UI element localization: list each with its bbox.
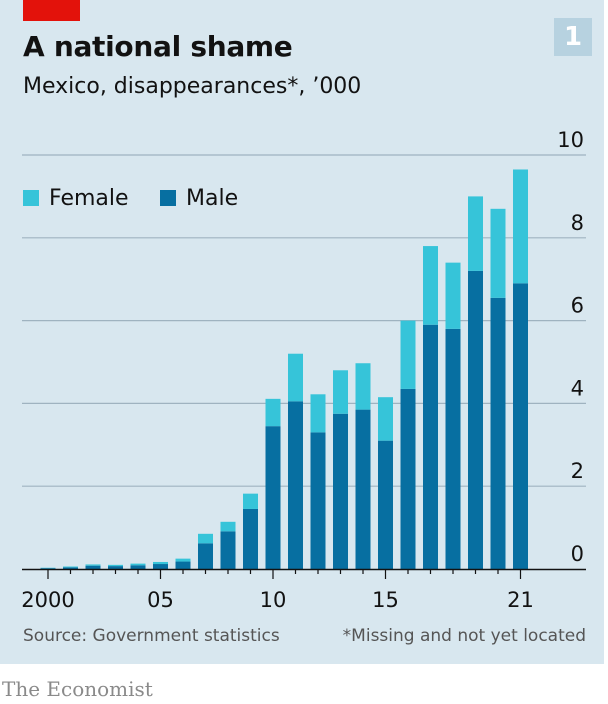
bar-male — [490, 297, 506, 569]
bar-female — [85, 564, 101, 566]
bar-female — [423, 246, 438, 325]
bar-male — [198, 543, 213, 569]
bar-male — [40, 568, 56, 569]
y-tick-label: 2 — [571, 459, 584, 483]
bar-female — [175, 558, 191, 562]
x-tick-label: 05 — [147, 588, 174, 612]
brand-red-tab — [23, 0, 80, 21]
bar-male — [513, 283, 528, 569]
bar-male — [243, 508, 258, 569]
bar-male — [63, 567, 78, 569]
y-tick-label: 6 — [571, 294, 584, 318]
bar-male — [468, 270, 483, 569]
bar-female — [198, 533, 213, 544]
bar-female — [333, 370, 348, 414]
bar-female — [355, 363, 371, 410]
bar-male — [265, 426, 281, 569]
bar-male — [333, 413, 348, 569]
x-tick-label: 10 — [260, 588, 287, 612]
y-tick-label: 0 — [571, 542, 584, 566]
chart-title: A national shame — [23, 30, 293, 63]
bar-male — [288, 401, 303, 569]
bar-male — [108, 566, 123, 569]
bar-male — [400, 388, 416, 569]
legend-item-male: Male — [160, 184, 238, 212]
bar-female — [513, 169, 528, 284]
bar-male — [355, 409, 371, 569]
source-note: Source: Government statistics — [23, 626, 280, 646]
chart-number-badge: 1 — [554, 18, 592, 56]
legend-label-male: Male — [186, 185, 239, 211]
bar-male — [423, 324, 438, 569]
legend-item-female: Female — [23, 184, 129, 212]
x-axis: 2000 05 10 15 21 — [21, 568, 586, 612]
bar-female — [378, 397, 393, 441]
y-tick-label: 4 — [571, 376, 584, 400]
bar-female — [220, 521, 236, 532]
bar-male — [445, 328, 461, 569]
bar-male — [153, 564, 168, 569]
bar-female — [490, 208, 506, 298]
chart-subtitle: Mexico, disappearances*, ’000 — [23, 74, 362, 99]
bar-male — [175, 561, 191, 569]
bar-female — [265, 398, 281, 427]
legend-swatch-female — [23, 190, 39, 206]
bar-female — [243, 493, 258, 509]
bars — [40, 169, 528, 569]
bar-male — [130, 565, 146, 569]
bar-female — [310, 394, 326, 433]
x-tick-label: 21 — [507, 588, 534, 612]
economist-logo: The Economist — [2, 677, 153, 701]
bar-chart: 0 2 4 6 8 10 2000 05 10 15 21 — [21, 128, 586, 612]
y-tick-label: 8 — [571, 211, 584, 235]
y-axis-ticks: 0 2 4 6 8 10 — [557, 128, 584, 566]
x-tick-label: 2000 — [21, 588, 74, 612]
bar-female — [130, 563, 146, 566]
bar-male — [310, 432, 326, 569]
x-tick-label: 15 — [372, 588, 399, 612]
bar-female — [445, 262, 461, 329]
bar-male — [378, 440, 393, 569]
bar-female — [153, 561, 168, 565]
bar-female — [108, 564, 123, 567]
bar-female — [63, 566, 78, 568]
bar-female — [400, 320, 416, 389]
bar-male — [85, 565, 101, 569]
bar-female — [468, 196, 483, 271]
y-tick-label: 10 — [557, 128, 584, 152]
bar-female — [288, 353, 303, 402]
legend-label-female: Female — [49, 185, 129, 211]
footnote: *Missing and not yet located — [342, 626, 586, 646]
legend-swatch-male — [160, 190, 176, 206]
bar-male — [220, 531, 236, 569]
